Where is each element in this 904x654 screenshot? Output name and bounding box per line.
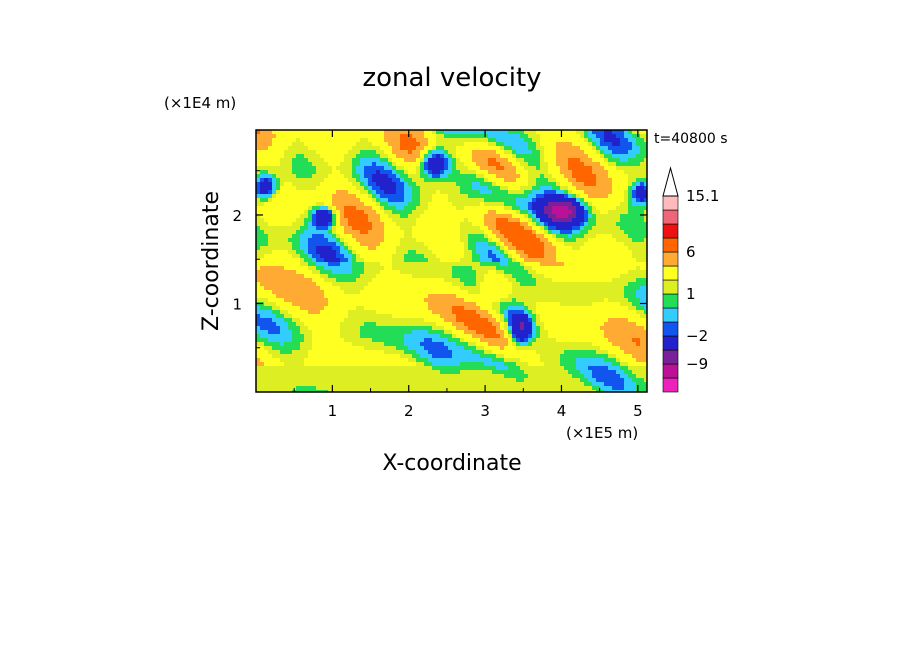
colorbar-label: 1 [686, 285, 696, 303]
y-tick-label: 1 [232, 295, 242, 313]
colorbar-segment [662, 307, 679, 323]
colorbar-segment [662, 209, 679, 225]
colorbar-segment [662, 293, 679, 309]
colorbar-segment [662, 321, 679, 337]
colorbar-label: −2 [686, 327, 708, 345]
colorbar-segment [662, 377, 679, 393]
y-axis-label: Z-coordinate [199, 191, 224, 331]
colorbar-segment [662, 349, 679, 365]
colorbar-label: −9 [686, 355, 708, 373]
colorbar-segment [662, 251, 679, 267]
chart-title: zonal velocity [362, 63, 541, 93]
x-tick-label: 1 [328, 402, 338, 420]
colorbar-segment [662, 279, 679, 295]
colorbar-label: 6 [686, 243, 696, 261]
x-axis: 1 2 3 4 5 [293, 130, 643, 420]
x-tick-label: 3 [480, 402, 490, 420]
colorbar-segment [662, 195, 679, 211]
x-tick-label: 2 [404, 402, 414, 420]
velocity-field [256, 130, 647, 392]
colorbar-label: 15.1 [686, 187, 719, 205]
x-tick-label: 5 [633, 402, 643, 420]
plot-frame [255, 129, 648, 393]
time-label: t=40800 s [654, 131, 728, 147]
colorbar-segment [662, 223, 679, 239]
y-unit-label: (×1E4 m) [164, 94, 236, 112]
x-tick-label: 4 [557, 402, 567, 420]
x-axis-label: X-coordinate [382, 451, 521, 476]
colorbar: 15.1 6 1 −2 −9 [662, 166, 719, 393]
colorbar-extend-arrow [662, 166, 679, 197]
y-axis: 12 [232, 170, 647, 349]
colorbar-segment [662, 265, 679, 281]
y-tick-label: 2 [232, 207, 242, 225]
colorbar-segment [662, 335, 679, 351]
x-unit-label: (×1E5 m) [566, 424, 638, 442]
colorbar-segment [662, 237, 679, 253]
colorbar-segment [662, 363, 679, 379]
